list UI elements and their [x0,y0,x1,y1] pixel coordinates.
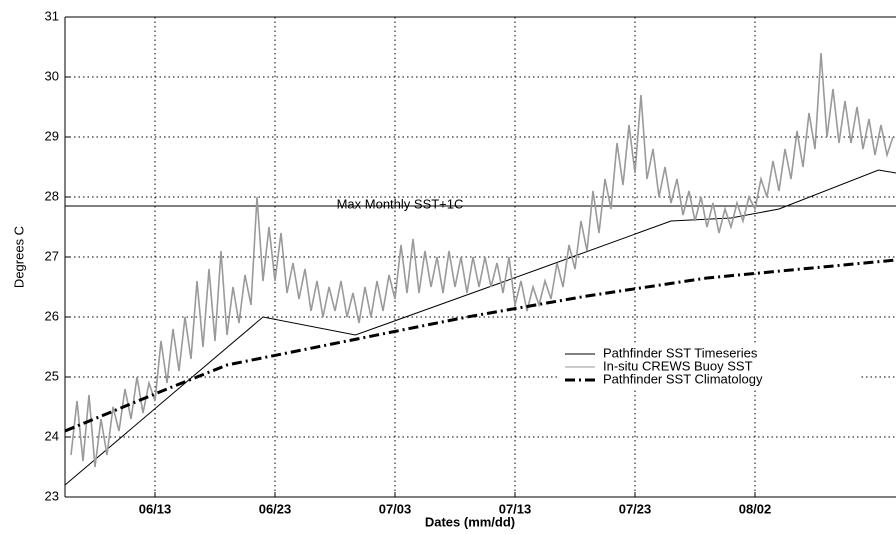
x-tick-label: 07/23 [619,501,652,516]
series-line [65,169,896,486]
x-tick-label: 06/23 [259,501,292,516]
y-tick-label: 31 [45,8,59,23]
y-tick-label: 26 [45,308,59,323]
legend-label: Pathfinder SST Timeseries [603,345,758,360]
legend-label: In-situ CREWS Buoy SST [603,358,753,373]
x-tick-label: 07/03 [379,501,412,516]
y-tick-label: 30 [45,68,59,83]
legend-label: Pathfinder SST Climatology [603,371,763,386]
y-tick-label: 25 [45,368,59,383]
y-tick-label: 27 [45,248,59,263]
plot-area [65,52,896,486]
y-tick-label: 24 [45,428,59,443]
x-tick-label: 08/02 [739,501,772,516]
x-tick-label: 07/13 [499,501,532,516]
series-line [65,258,896,433]
x-tick-label: 06/13 [139,501,172,516]
x-axis-label: Dates (mm/dd) [425,514,515,529]
y-tick-label: 28 [45,188,59,203]
y-axis-label: Degrees C [11,226,26,288]
legend-box [560,344,860,390]
y-tick-label: 23 [45,488,59,503]
reference-label: Max Monthly SST+1C [337,196,464,211]
series-line [70,52,894,468]
y-tick-label: 29 [45,128,59,143]
